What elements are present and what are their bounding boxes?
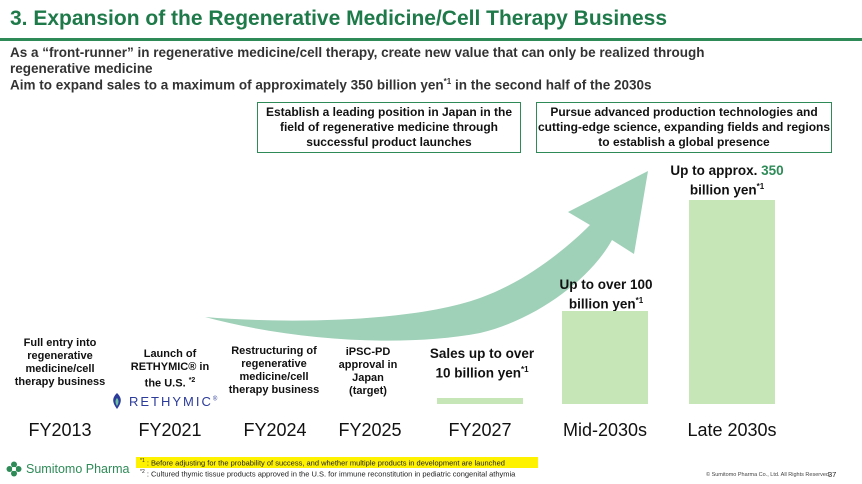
growth-arrow-shape [205, 171, 648, 341]
milestone-fy2013: Full entry into regenerative medicine/ce… [14, 337, 106, 388]
sales-bar-fy2027 [437, 398, 523, 404]
footnote-1: *1 : Before adjusting for the probabilit… [140, 458, 505, 468]
page-title: 3. Expansion of the Regenerative Medicin… [10, 7, 668, 30]
footnote-2: *2 : Cultured thymic tissue products app… [140, 469, 516, 479]
milestone-fy2024: Restructuring of regenerative medicine/c… [228, 345, 320, 396]
sales-label-late2030s: Up to approx. 350 billion yen*1 [670, 163, 784, 198]
milestone-fy2021: Launch of RETHYMIC® in the U.S. *2 [130, 348, 210, 390]
sales-label-fy2027: Sales up to over 10 billion yen*1 [429, 346, 535, 381]
strategy-box-japan: Establish a leading position in Japan in… [257, 102, 521, 153]
strategy-box-global: Pursue advanced production technologies … [536, 102, 832, 153]
sales-bar-late2030s [689, 200, 775, 404]
sales-label-mid2030s: Up to over 100 billion yen*1 [559, 277, 653, 312]
rethymic-mark-icon [113, 393, 121, 409]
rethymic-logo: RETHYMIC® [108, 392, 217, 410]
fy-label-fy2025: FY2025 [338, 420, 402, 440]
fy-label-fy2027: FY2027 [448, 420, 512, 440]
footnote-highlight [136, 457, 538, 468]
subtitle-line-2: regenerative medicine [10, 61, 153, 76]
fy-label-fy2021: FY2021 [138, 420, 202, 440]
fy-label-late2030s: Late 2030s [687, 420, 777, 440]
page-number: 37 [828, 470, 837, 479]
subtitle-line-3: Aim to expand sales to a maximum of appr… [10, 77, 652, 93]
milestone-fy2025: iPSC-PD approval in Japan (target) [338, 346, 398, 397]
subtitle-line-1: As a “front-runner” in regenerative medi… [10, 45, 705, 60]
fy-label-mid2030s: Mid-2030s [562, 420, 648, 440]
sales-bar-mid2030s [562, 311, 648, 404]
company-logo: Sumitomo Pharma [6, 461, 130, 477]
copyright: © Sumitomo Pharma Co., Ltd. All Rights R… [706, 472, 831, 478]
fy-label-fy2013: FY2013 [28, 420, 92, 440]
fy-label-fy2024: FY2024 [243, 420, 307, 440]
sumitomo-flower-icon [6, 461, 22, 477]
title-divider [0, 38, 862, 41]
